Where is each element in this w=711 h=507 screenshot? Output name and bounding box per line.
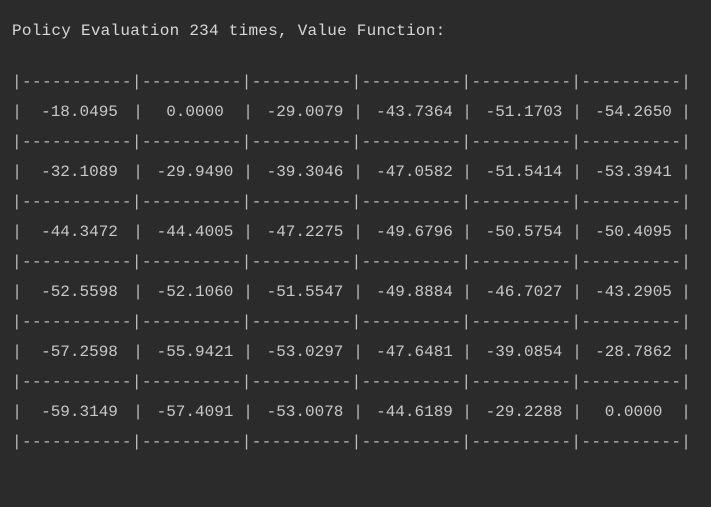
cell-border: |: [681, 103, 691, 121]
value-cell: -46.7027: [485, 283, 563, 301]
value-cell: -47.0582: [376, 163, 453, 181]
cell-border: |: [353, 103, 363, 121]
cell-border: |: [462, 163, 472, 181]
table-separator: |-----------|----------|----------|-----…: [12, 373, 692, 391]
value-cell: -50.4095: [595, 223, 672, 241]
cell-border: |: [462, 103, 472, 121]
cell-border: |: [243, 163, 253, 181]
table-separator: |-----------|----------|----------|-----…: [12, 433, 692, 451]
value-cell: -47.6481: [376, 343, 453, 361]
cell-border: |: [462, 343, 472, 361]
value-cell: -49.8884: [376, 283, 453, 301]
cell-border: |: [12, 163, 22, 181]
cell-border: |: [243, 343, 253, 361]
cell-border: |: [681, 283, 691, 301]
value-cell: -59.3149: [41, 403, 118, 421]
value-cell: -52.5598: [41, 283, 118, 301]
cell-border: |: [572, 163, 582, 181]
table-separator: |-----------|----------|----------|-----…: [12, 133, 692, 151]
cell-border: |: [243, 403, 253, 421]
table-separator: |-----------|----------|----------|-----…: [12, 313, 692, 331]
cell-border: |: [572, 283, 582, 301]
cell-border: |: [572, 343, 582, 361]
value-cell: -49.6796: [376, 223, 453, 241]
value-cell: -18.0495: [41, 103, 118, 121]
value-cell: -44.6189: [376, 403, 453, 421]
value-cell: -55.9421: [156, 343, 234, 361]
cell-border: |: [681, 403, 691, 421]
cell-border: |: [353, 223, 363, 241]
cell-border: |: [353, 343, 363, 361]
value-cell: 0.0000: [604, 403, 663, 421]
value-cell: -57.4091: [156, 403, 234, 421]
value-cell: -29.9490: [156, 163, 234, 181]
cell-border: |: [12, 343, 22, 361]
value-cell: -28.7862: [595, 343, 672, 361]
value-cell: -54.2650: [595, 103, 672, 121]
cell-border: |: [353, 163, 363, 181]
value-cell: -44.3472: [41, 223, 118, 241]
value-cell: 0.0000: [166, 103, 224, 121]
value-cell: -47.2275: [266, 223, 344, 241]
value-cell: -53.0078: [266, 403, 344, 421]
cell-border: |: [133, 103, 143, 121]
cell-border: |: [681, 223, 691, 241]
value-cell: -51.1703: [485, 103, 563, 121]
value-cell: -57.2598: [41, 343, 118, 361]
cell-border: |: [572, 103, 582, 121]
cell-border: |: [133, 403, 143, 421]
value-cell: -29.0079: [266, 103, 344, 121]
cell-border: |: [681, 163, 691, 181]
value-cell: -32.1089: [41, 163, 118, 181]
cell-border: |: [133, 283, 143, 301]
value-cell: -29.2288: [485, 403, 563, 421]
cell-border: |: [572, 223, 582, 241]
output-header: Policy Evaluation 234 times, Value Funct…: [12, 22, 446, 40]
cell-border: |: [12, 103, 22, 121]
cell-border: |: [133, 223, 143, 241]
cell-border: |: [353, 403, 363, 421]
value-cell: -43.7364: [376, 103, 453, 121]
cell-border: |: [133, 163, 143, 181]
value-cell: -53.0297: [266, 343, 344, 361]
cell-border: |: [462, 283, 472, 301]
cell-border: |: [681, 343, 691, 361]
table-separator: |-----------|----------|----------|-----…: [12, 253, 692, 271]
table-separator: |-----------|----------|----------|-----…: [12, 73, 692, 91]
table-separator: |-----------|----------|----------|-----…: [12, 193, 692, 211]
cell-border: |: [133, 343, 143, 361]
value-cell: -50.5754: [485, 223, 563, 241]
value-cell: -52.1060: [156, 283, 234, 301]
value-cell: -39.0854: [485, 343, 563, 361]
cell-border: |: [462, 223, 472, 241]
cell-border: |: [243, 283, 253, 301]
cell-border: |: [243, 223, 253, 241]
value-cell: -51.5414: [485, 163, 563, 181]
cell-border: |: [243, 103, 253, 121]
cell-border: |: [12, 403, 22, 421]
value-cell: -53.3941: [595, 163, 672, 181]
value-cell: -51.5547: [266, 283, 344, 301]
cell-border: |: [572, 403, 582, 421]
value-cell: -43.2905: [595, 283, 672, 301]
cell-border: |: [462, 403, 472, 421]
value-cell: -39.3046: [266, 163, 344, 181]
cell-border: |: [12, 283, 22, 301]
cell-border: |: [12, 223, 22, 241]
cell-border: |: [353, 283, 363, 301]
value-cell: -44.4005: [156, 223, 234, 241]
